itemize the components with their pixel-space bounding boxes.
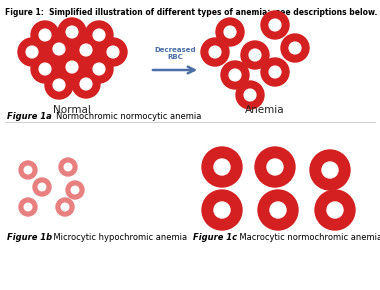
Text: Figure 1a: Figure 1a bbox=[7, 112, 52, 121]
Circle shape bbox=[267, 159, 283, 175]
Circle shape bbox=[281, 34, 309, 62]
Circle shape bbox=[24, 166, 32, 174]
Circle shape bbox=[53, 79, 65, 91]
Circle shape bbox=[33, 178, 51, 196]
Circle shape bbox=[80, 78, 92, 90]
Circle shape bbox=[310, 150, 350, 190]
Circle shape bbox=[85, 55, 113, 83]
Circle shape bbox=[322, 162, 338, 178]
Circle shape bbox=[24, 203, 32, 211]
Circle shape bbox=[289, 42, 301, 54]
Circle shape bbox=[224, 26, 236, 38]
Circle shape bbox=[214, 202, 230, 218]
Circle shape bbox=[53, 43, 65, 55]
Circle shape bbox=[99, 38, 127, 66]
Circle shape bbox=[249, 49, 261, 61]
Circle shape bbox=[66, 61, 78, 73]
Circle shape bbox=[39, 63, 51, 75]
Circle shape bbox=[216, 18, 244, 46]
Circle shape bbox=[255, 147, 295, 187]
Circle shape bbox=[229, 69, 241, 81]
Circle shape bbox=[107, 46, 119, 58]
Circle shape bbox=[327, 202, 343, 218]
Text: Figure 1:  Simplified illustration of different types of anemia;  see descriptio: Figure 1: Simplified illustration of dif… bbox=[5, 8, 377, 17]
Circle shape bbox=[19, 198, 37, 216]
Circle shape bbox=[26, 46, 38, 58]
Circle shape bbox=[64, 163, 72, 171]
Text: :  Normochromic normocytic anemia: : Normochromic normocytic anemia bbox=[48, 112, 201, 121]
Circle shape bbox=[31, 55, 59, 83]
Circle shape bbox=[201, 38, 229, 66]
Circle shape bbox=[85, 21, 113, 49]
Circle shape bbox=[214, 159, 230, 175]
Circle shape bbox=[72, 70, 100, 98]
Text: : Microcytic hypochromic anemia: : Microcytic hypochromic anemia bbox=[48, 233, 187, 242]
Circle shape bbox=[71, 186, 79, 194]
Circle shape bbox=[269, 19, 281, 31]
Circle shape bbox=[19, 161, 37, 179]
Circle shape bbox=[202, 190, 242, 230]
Circle shape bbox=[241, 41, 269, 69]
Circle shape bbox=[58, 18, 86, 46]
Circle shape bbox=[66, 26, 78, 38]
Circle shape bbox=[258, 190, 298, 230]
Circle shape bbox=[80, 44, 92, 56]
Circle shape bbox=[18, 38, 46, 66]
Circle shape bbox=[236, 81, 264, 109]
Circle shape bbox=[58, 53, 86, 81]
Circle shape bbox=[221, 61, 249, 89]
Text: : Macrocytic normochromic anemia: : Macrocytic normochromic anemia bbox=[234, 233, 380, 242]
Circle shape bbox=[31, 21, 59, 49]
Circle shape bbox=[72, 36, 100, 64]
Circle shape bbox=[261, 58, 289, 86]
Circle shape bbox=[270, 202, 286, 218]
Circle shape bbox=[45, 71, 73, 99]
Circle shape bbox=[66, 181, 84, 199]
Text: Anemia: Anemia bbox=[245, 105, 285, 115]
Text: Figure 1b: Figure 1b bbox=[7, 233, 52, 242]
Text: Figure 1c: Figure 1c bbox=[193, 233, 237, 242]
Circle shape bbox=[244, 89, 256, 101]
Circle shape bbox=[59, 158, 77, 176]
Circle shape bbox=[93, 63, 105, 75]
Circle shape bbox=[38, 183, 46, 191]
Circle shape bbox=[56, 198, 74, 216]
Circle shape bbox=[39, 29, 51, 41]
Circle shape bbox=[269, 66, 281, 78]
Circle shape bbox=[209, 46, 221, 58]
Circle shape bbox=[93, 29, 105, 41]
Circle shape bbox=[61, 203, 69, 211]
Circle shape bbox=[202, 147, 242, 187]
Circle shape bbox=[45, 35, 73, 63]
Text: Normal: Normal bbox=[53, 105, 91, 115]
Circle shape bbox=[315, 190, 355, 230]
Text: Decreased
RBC: Decreased RBC bbox=[154, 47, 196, 60]
Circle shape bbox=[261, 11, 289, 39]
